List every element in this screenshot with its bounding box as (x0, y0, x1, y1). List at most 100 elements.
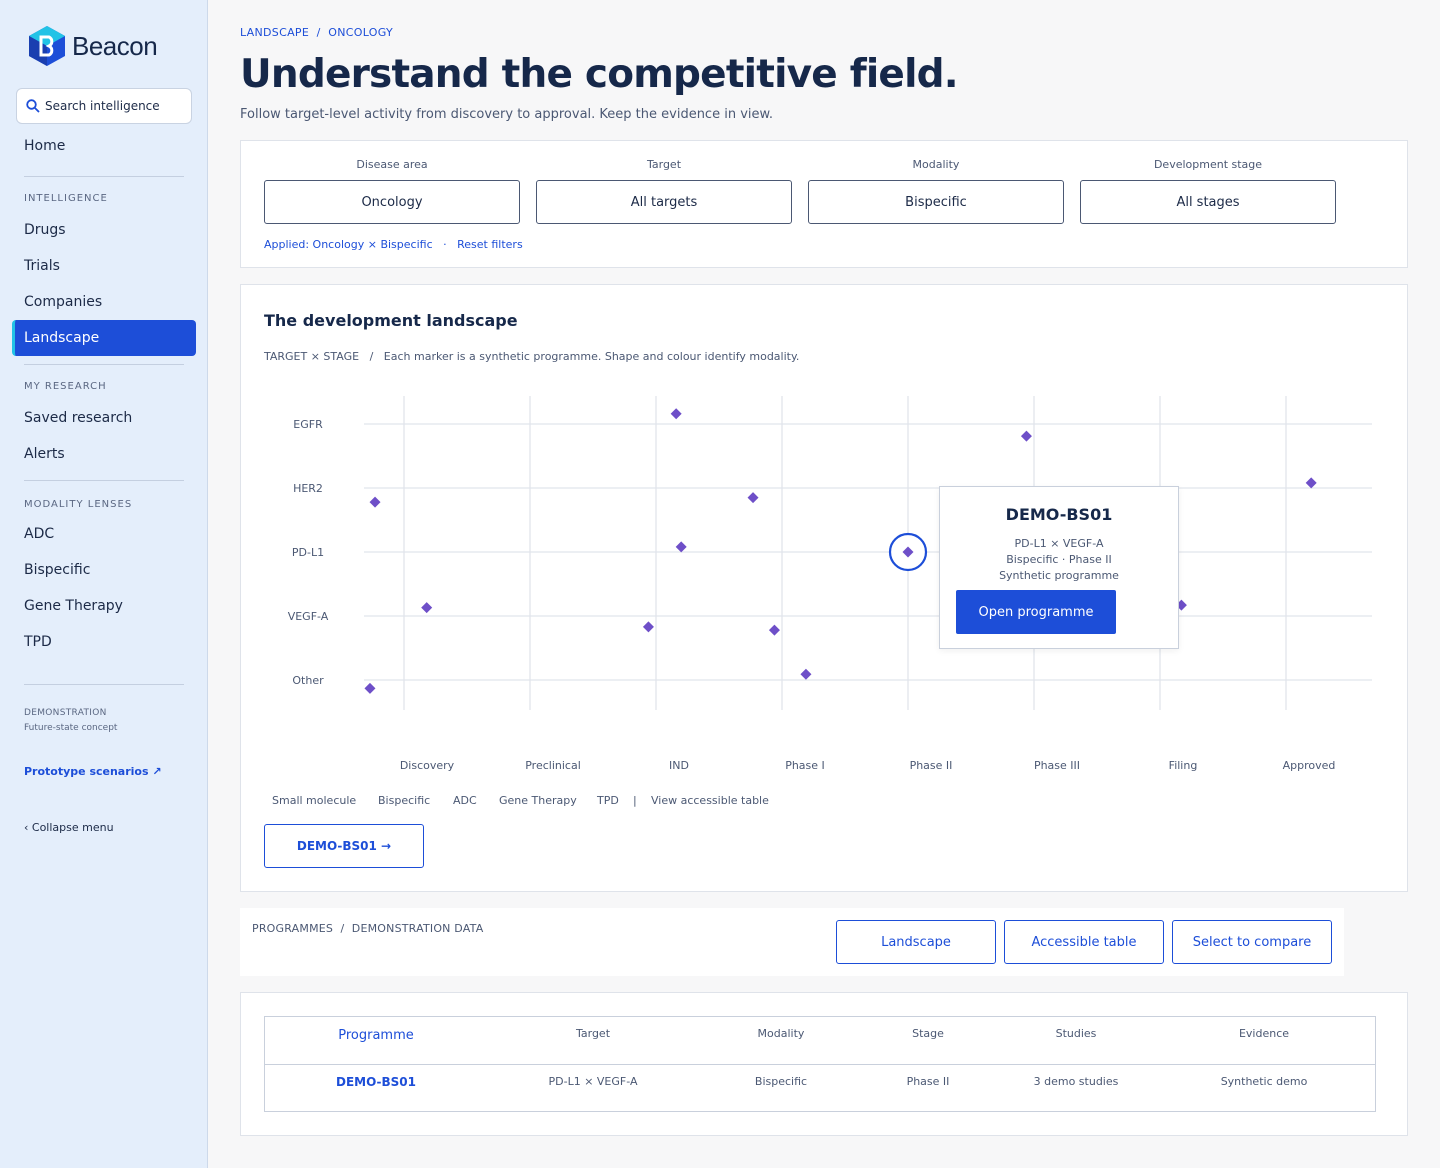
column-header-target[interactable]: Target (575, 1027, 611, 1040)
legend-small-molecule[interactable]: Small molecule (272, 794, 357, 807)
view-accessible-table-link[interactable]: View accessible table (651, 794, 769, 807)
column-header-studies[interactable]: Studies (1055, 1027, 1097, 1040)
x-tick-label: Phase I (785, 759, 825, 772)
column-header-programme[interactable]: Programme (338, 1028, 414, 1043)
nav-companies[interactable]: Companies (24, 294, 103, 310)
programme-marker[interactable] (1020, 430, 1032, 442)
tooltip-target: PD-L1 × VEGF-A (1014, 537, 1104, 550)
programme-marker[interactable] (642, 621, 654, 633)
nav-landscape[interactable]: Landscape (12, 320, 196, 356)
legend-adc[interactable]: ADC (453, 794, 477, 807)
y-tick-label: VEGF-A (288, 610, 329, 623)
programme-marker[interactable] (421, 602, 433, 614)
applied-filters-text: Applied: Oncology × Bispecific (264, 238, 433, 251)
programme-tooltip: DEMO-BS01 PD-L1 × VEGF-A Bispecific · Ph… (939, 486, 1179, 649)
collapse-menu-button[interactable]: ‹ Collapse menu (24, 821, 114, 834)
page-subtitle: Follow target-level activity from discov… (240, 107, 774, 122)
programme-marker[interactable] (369, 496, 381, 508)
programme-marker[interactable] (747, 492, 759, 504)
x-tick-label: Discovery (400, 759, 455, 772)
y-axis-labels: EGFR HER2 PD-L1 VEGF-A Other (288, 418, 329, 687)
applied-filters: Applied: Oncology × Bispecific · Reset f… (264, 238, 523, 251)
programme-marker[interactable] (1175, 599, 1187, 611)
legend-gene-therapy[interactable]: Gene Therapy (499, 794, 577, 807)
search-placeholder: Search intelligence (45, 99, 160, 113)
prototype-scenarios-link[interactable]: Prototype scenarios ↗ (24, 765, 162, 778)
nav-saved-research[interactable]: Saved research (24, 410, 133, 426)
nav-adc[interactable]: ADC (24, 526, 55, 542)
target-select[interactable]: All targets (536, 180, 792, 224)
applied-separator: · (443, 238, 447, 251)
open-programme-button[interactable]: Open programme (956, 590, 1116, 634)
programme-marker[interactable] (670, 408, 682, 420)
y-tick-label: Other (292, 674, 324, 687)
search-icon (26, 99, 40, 113)
nav-section-intelligence: INTELLIGENCE (24, 193, 108, 204)
programme-marker[interactable] (1305, 477, 1317, 489)
breadcrumb[interactable]: LANDSCAPE / ONCOLOGY (240, 26, 393, 39)
beacon-logo-icon (29, 26, 65, 66)
stage-select[interactable]: All stages (1080, 180, 1336, 224)
demo-subtitle: Future-state concept (24, 723, 118, 733)
x-tick-label: Preclinical (525, 759, 581, 772)
brand-name: Beacon (72, 30, 158, 61)
y-tick-label: EGFR (293, 418, 323, 431)
cell-studies: 3 demo studies (1033, 1075, 1119, 1088)
cell-modality: Bispecific (754, 1075, 808, 1088)
nav-section-modality-lenses: MODALITY LENSES (24, 499, 133, 510)
programme-marker[interactable] (675, 541, 687, 553)
disease-area-select[interactable]: Oncology (264, 180, 520, 224)
nav-section-my-research: MY RESEARCH (24, 381, 107, 392)
tooltip-note: Synthetic programme (999, 569, 1119, 582)
selected-programme-marker[interactable] (902, 546, 914, 558)
x-tick-label: Filing (1169, 759, 1198, 772)
programme-marker[interactable] (768, 624, 780, 636)
column-header-modality[interactable]: Modality (757, 1027, 805, 1040)
tooltip-modality-stage: Bispecific · Phase II (1006, 553, 1112, 566)
chart-grid (364, 396, 1372, 710)
landscape-chart: EGFR HER2 PD-L1 VEGF-A Other Discovery Precli… (288, 396, 1372, 772)
x-tick-label: Phase II (910, 759, 953, 772)
accessible-table-button[interactable]: Accessible table (1004, 920, 1164, 964)
x-tick-label: IND (669, 759, 689, 772)
nav-trials[interactable]: Trials (24, 258, 60, 274)
select-to-compare-button[interactable]: Select to compare (1172, 920, 1332, 964)
landscape-view-button[interactable]: Landscape (836, 920, 996, 964)
chart-title: The development landscape (264, 311, 518, 330)
x-tick-label: Phase III (1034, 759, 1080, 772)
modality-select[interactable]: Bispecific (808, 180, 1064, 224)
nav-home[interactable]: Home (24, 138, 66, 154)
column-header-stage[interactable]: Stage (912, 1027, 944, 1040)
nav-alerts[interactable]: Alerts (24, 446, 65, 462)
programme-marker[interactable] (800, 668, 812, 680)
brand-logo[interactable]: Beacon (26, 24, 158, 68)
sidebar: Beacon Search intelligence Home INTELLIG… (0, 0, 208, 1168)
search-input[interactable]: Search intelligence (16, 88, 192, 124)
cell-stage: Phase II (906, 1075, 950, 1088)
filter-label-disease-area: Disease area (356, 158, 428, 171)
column-header-evidence[interactable]: Evidence (1238, 1027, 1290, 1040)
cell-evidence: Synthetic demo (1220, 1075, 1308, 1088)
landscape-card (240, 284, 1408, 892)
chart-points[interactable] (364, 408, 1317, 694)
nav-divider (24, 176, 184, 177)
programme-marker[interactable] (364, 682, 376, 694)
filter-label-target: Target (646, 158, 682, 171)
selected-programme-button[interactable]: DEMO-BS01 → (264, 824, 424, 868)
legend-bispecific[interactable]: Bispecific (378, 794, 431, 807)
nav-divider (24, 684, 184, 685)
legend-tpd[interactable]: TPD (597, 794, 619, 807)
filter-label-stage: Development stage (1153, 158, 1263, 171)
reset-filters-link[interactable]: Reset filters (457, 238, 523, 251)
cell-target: PD-L1 × VEGF-A (548, 1075, 638, 1088)
x-axis-labels: Discovery Preclinical IND Phase I Phase II Ph… (400, 759, 1336, 772)
nav-divider (24, 480, 184, 481)
nav-bispecific[interactable]: Bispecific (24, 562, 91, 578)
nav-tpd[interactable]: TPD (24, 634, 52, 650)
nav-gene-therapy[interactable]: Gene Therapy (24, 598, 123, 614)
cell-programme[interactable]: DEMO-BS01 (336, 1075, 416, 1089)
x-tick-label: Approved (1283, 759, 1336, 772)
tooltip-title: DEMO-BS01 (1005, 505, 1113, 524)
y-tick-label: PD-L1 (292, 546, 324, 559)
nav-drugs[interactable]: Drugs (24, 222, 66, 238)
